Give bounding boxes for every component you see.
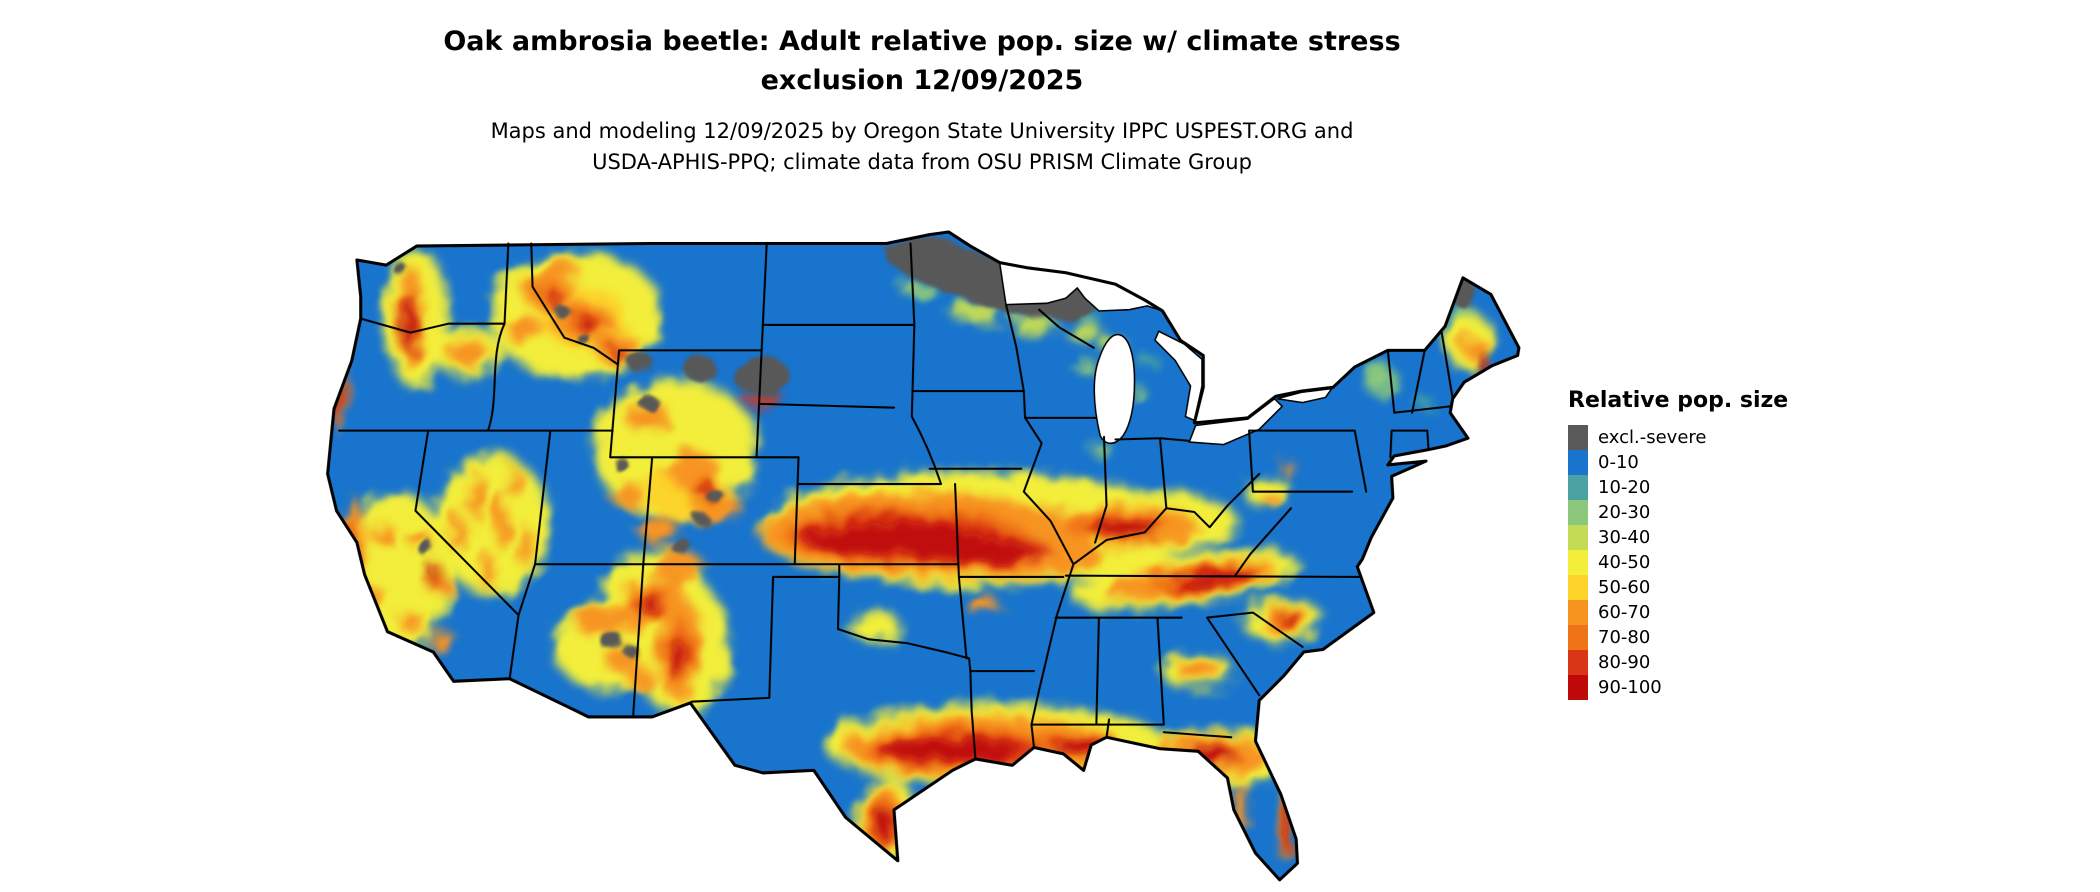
legend-item-label: 70-80 — [1598, 627, 1651, 648]
lake-michigan — [1093, 333, 1136, 445]
legend-item: 30-40 — [1568, 525, 1818, 550]
legend-item: 90-100 — [1568, 675, 1818, 700]
legend-swatch — [1568, 600, 1588, 625]
legend-title: Relative pop. size — [1568, 388, 1789, 413]
lake-huron — [1154, 330, 1203, 422]
legend-swatch — [1568, 675, 1588, 700]
legend-item-label: 50-60 — [1598, 577, 1651, 598]
legend-item: excl.-severe — [1568, 425, 1818, 450]
legend-items: excl.-severe 0-10 10-20 20-30 30-40 40-5… — [1568, 425, 1818, 700]
header: Oak ambrosia beetle: Adult relative pop.… — [0, 22, 1844, 177]
legend-item-label: 20-30 — [1598, 502, 1651, 523]
legend-item-label: 0-10 — [1598, 452, 1639, 473]
page-title: Oak ambrosia beetle: Adult relative pop.… — [443, 26, 1401, 97]
legend-swatch — [1568, 525, 1588, 550]
legend-swatch — [1568, 650, 1588, 675]
legend-item: 20-30 — [1568, 500, 1818, 525]
us-map — [298, 218, 1546, 890]
legend-item-label: 60-70 — [1598, 602, 1651, 623]
legend-item: 70-80 — [1568, 625, 1818, 650]
page-subtitle: Maps and modeling 12/09/2025 by Oregon S… — [490, 119, 1354, 174]
great-lakes — [998, 261, 1334, 446]
us-map-svg — [326, 230, 1521, 882]
legend-item-label: 30-40 — [1598, 527, 1651, 548]
legend-item-label: excl.-severe — [1598, 427, 1707, 448]
state-borders — [338, 242, 1454, 760]
legend-item: 0-10 — [1568, 450, 1818, 475]
legend-swatch — [1568, 500, 1588, 525]
legend-item-label: 90-100 — [1598, 677, 1662, 698]
legend-item-label: 80-90 — [1598, 652, 1651, 673]
legend-item: 50-60 — [1568, 575, 1818, 600]
legend-item: 10-20 — [1568, 475, 1818, 500]
legend-swatch — [1568, 450, 1588, 475]
legend-swatch — [1568, 575, 1588, 600]
legend-item-label: 40-50 — [1598, 552, 1651, 573]
legend-swatch — [1568, 475, 1588, 500]
legend-swatch — [1568, 425, 1588, 450]
legend-item: 80-90 — [1568, 650, 1818, 675]
heat-layer-90-100 — [334, 286, 1490, 855]
legend-item-label: 10-20 — [1598, 477, 1651, 498]
legend: Relative pop. size excl.-severe 0-10 10-… — [1568, 388, 1818, 700]
legend-item: 40-50 — [1568, 550, 1818, 575]
legend-item: 60-70 — [1568, 600, 1818, 625]
us-outline — [326, 230, 1521, 882]
legend-swatch — [1568, 550, 1588, 575]
legend-swatch — [1568, 625, 1588, 650]
